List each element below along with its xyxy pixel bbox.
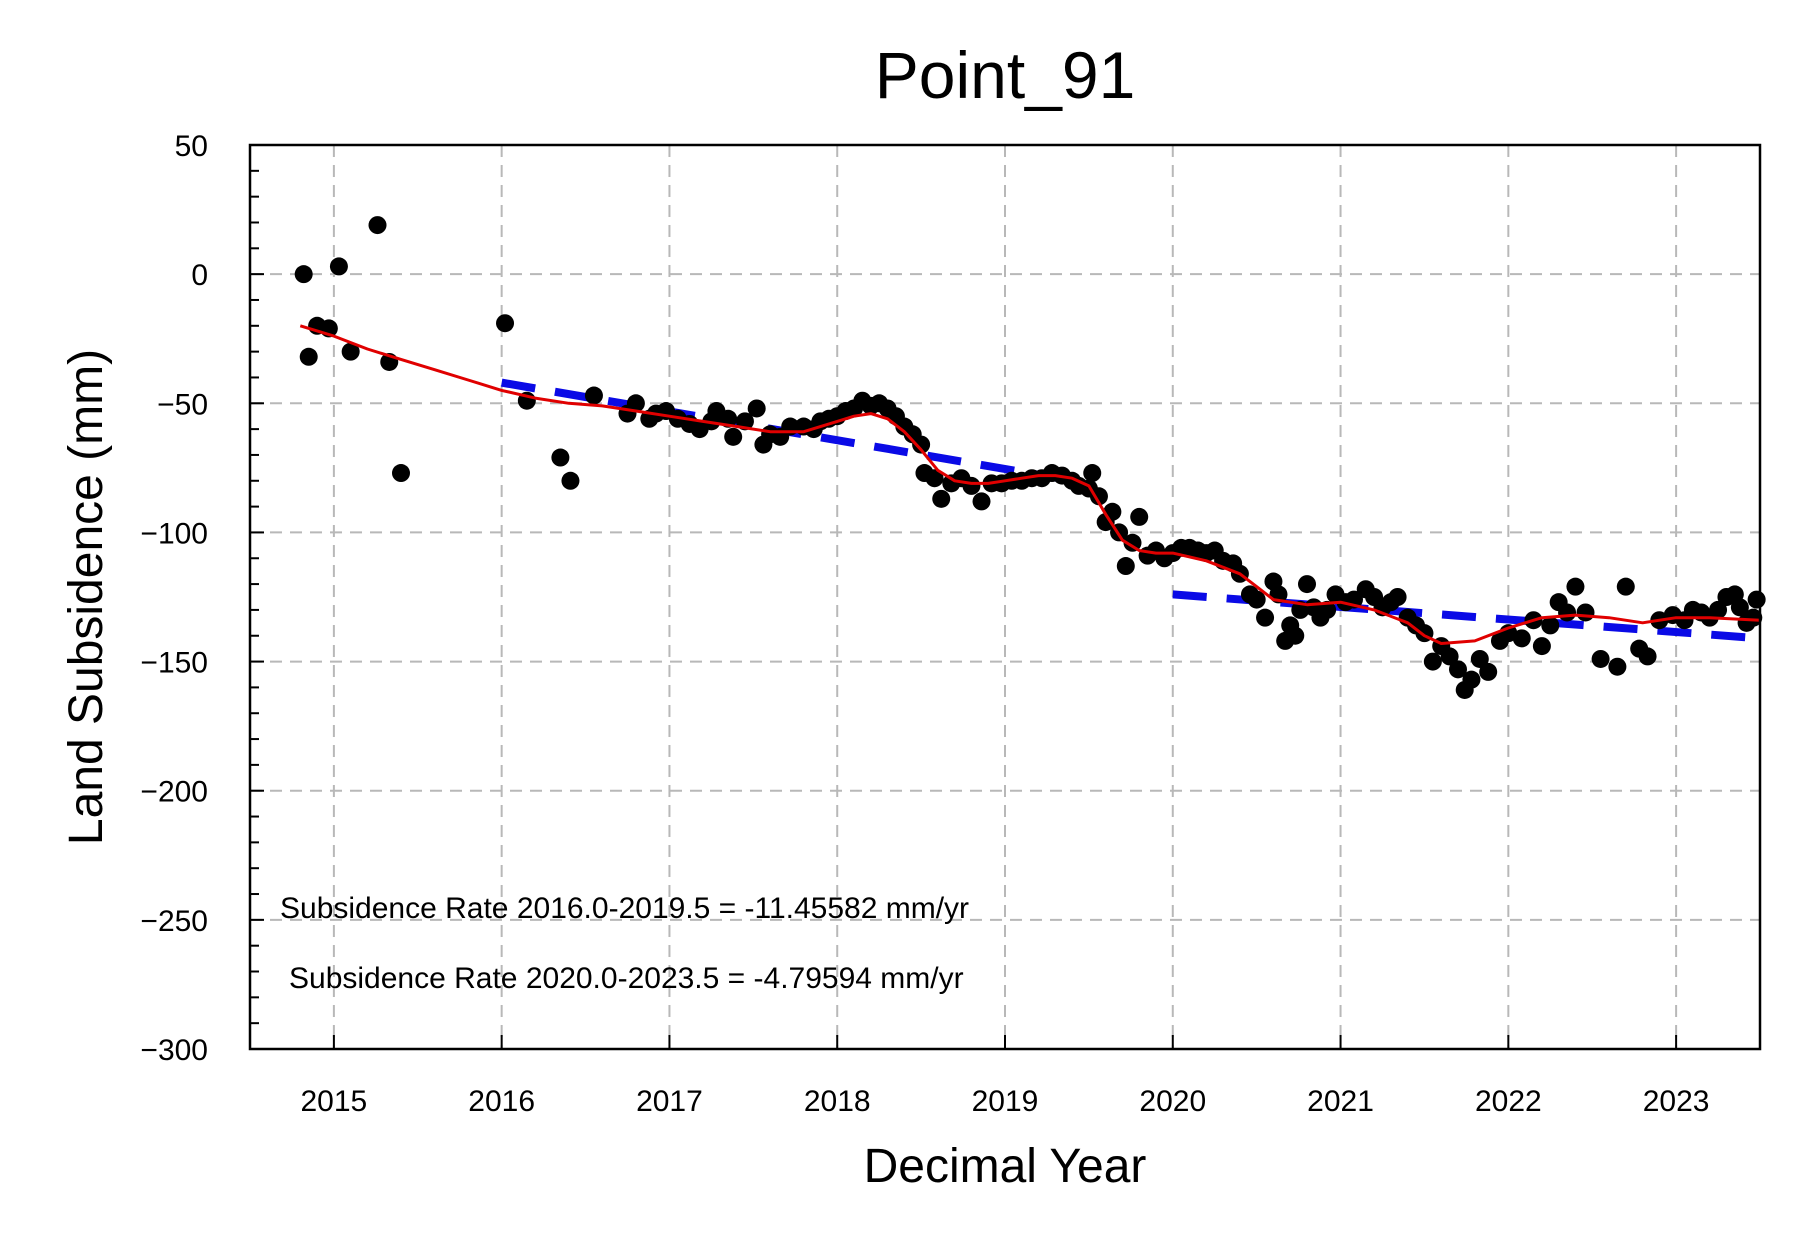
data-point [392,464,410,483]
data-point [1318,600,1337,619]
smoothed-line [299,324,1761,645]
data-point [329,257,348,276]
data-point [1247,590,1266,609]
data-point [1470,649,1489,668]
data-point [1388,588,1407,606]
data-point [1089,487,1108,506]
data-point [1423,652,1442,671]
data-point [299,347,318,366]
points-layer [294,216,1766,699]
data-point [1449,660,1467,679]
trend-line [1172,590,1761,643]
data-point [561,471,580,490]
plot-frame [248,143,1762,1051]
data-point [1130,507,1149,526]
rate-annotation-1: Subsidence Rate 2016.0-2019.5 = -11.4558… [280,892,969,925]
data-point [1747,590,1766,609]
y-tick-label: −100 [140,517,208,550]
y-tick-label: 0 [191,259,208,292]
data-point [368,216,387,235]
data-point [1730,598,1749,617]
data-point [1083,464,1102,483]
data-point [1440,647,1459,666]
data-point [1462,670,1481,689]
x-tick-label: 2023 [1643,1085,1710,1118]
x-tick-label: 2016 [468,1085,535,1118]
y-tick-label: −300 [140,1034,208,1067]
data-point [1744,608,1763,627]
x-axis-label: Decimal Year [864,1140,1147,1193]
chart-title: Point_91 [875,38,1136,112]
x-tick-labels: 2015 2016 2017 2018 2019 2020 2021 2022 2023 [301,1085,1710,1118]
x-tick-label: 2022 [1475,1085,1542,1118]
data-point [496,314,515,333]
data-point [341,342,360,361]
data-point [1558,603,1577,622]
data-point [1591,649,1610,668]
data-point [626,394,645,413]
data-point [724,427,743,446]
data-point [584,386,603,405]
data-point [1298,575,1316,594]
y-tick-label: −200 [140,776,208,809]
data-point [1638,647,1657,666]
x-tick-label: 2021 [1307,1085,1374,1118]
data-point [1532,637,1551,656]
data-point [925,469,944,488]
data-point [1103,502,1122,521]
data-point [294,265,313,284]
rate-annotation-2: Subsidence Rate 2020.0-2023.5 = -4.79594… [289,962,964,995]
x-tick-label: 2020 [1139,1085,1206,1118]
x-tick-label: 2015 [301,1085,368,1118]
y-axis-label: Land Subsidence (mm) [60,349,113,845]
data-point [1123,533,1142,552]
data-point [932,489,951,508]
data-point [912,435,931,454]
data-point [1256,608,1275,627]
y-tick-label: −150 [140,647,208,680]
data-point [1576,603,1595,622]
data-point [1566,577,1585,596]
data-point [1709,600,1728,619]
data-point [1512,629,1531,648]
data-point [551,448,570,467]
data-point [1286,626,1305,645]
y-tick-label: −50 [157,388,208,421]
data-point [1608,657,1627,676]
y-tick-labels: 50 0 −50 −100 −150 −200 −250 −300 [140,130,208,1067]
data-point [972,492,991,511]
data-point [1479,662,1498,681]
data-point [1116,557,1135,576]
x-tick-label: 2018 [804,1085,871,1118]
data-point [962,476,981,495]
data-point [1541,616,1560,635]
y-tick-label: 50 [175,130,208,163]
data-point [747,399,766,418]
y-tick-label: −250 [140,905,208,938]
x-tick-label: 2017 [636,1085,703,1118]
smooth-layer [299,324,1761,645]
x-tick-label: 2019 [972,1085,1039,1118]
data-point [1616,577,1635,596]
